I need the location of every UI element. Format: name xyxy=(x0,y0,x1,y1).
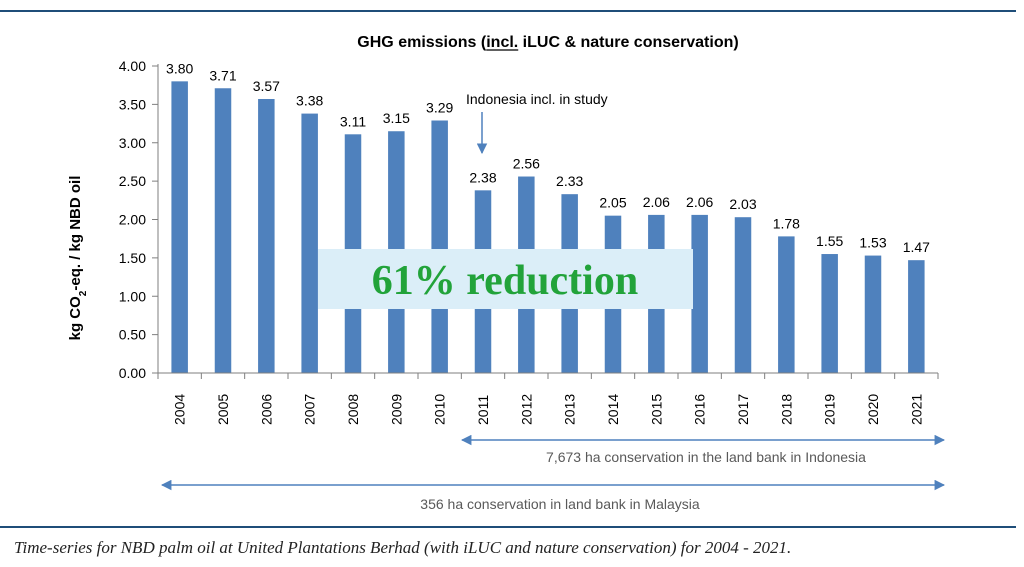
x-tick-label: 2006 xyxy=(258,394,274,425)
x-tick-label: 2007 xyxy=(302,394,318,425)
value-label: 3.80 xyxy=(166,60,193,76)
malaysia-range-label: 356 ha conservation in land bank in Mala… xyxy=(420,496,700,512)
y-tick-label: 2.50 xyxy=(119,173,146,189)
x-tick-label: 2013 xyxy=(562,394,578,425)
value-label: 2.33 xyxy=(556,173,583,189)
y-tick-label: 1.50 xyxy=(119,250,146,266)
value-label: 2.06 xyxy=(643,194,670,210)
y-tick-label: 1.00 xyxy=(119,288,146,304)
x-tick-label: 2021 xyxy=(908,394,924,425)
y-tick-labels: 0.00 0.50 1.00 1.50 2.00 2.50 3.00 3.50 4.00 xyxy=(119,58,158,381)
bar xyxy=(821,254,838,373)
y-tick-label: 0.00 xyxy=(119,365,146,381)
value-label: 3.71 xyxy=(209,67,236,83)
x-tick-label: 2016 xyxy=(692,394,708,425)
x-tick-label: 2012 xyxy=(518,394,534,425)
value-label: 3.38 xyxy=(296,93,323,109)
y-tick-label: 3.50 xyxy=(119,96,146,112)
bottom-rule xyxy=(0,526,1016,528)
bar xyxy=(431,120,448,374)
x-tick-label: 2008 xyxy=(345,394,361,425)
value-label: 2.05 xyxy=(599,195,626,211)
x-tick-label: 2015 xyxy=(648,394,664,425)
bar xyxy=(691,214,708,373)
value-label: 1.55 xyxy=(816,233,843,249)
bar xyxy=(258,99,275,373)
value-label: 3.57 xyxy=(253,78,280,94)
bar xyxy=(301,113,318,374)
value-label: 3.29 xyxy=(426,99,453,115)
x-tick-label: 2010 xyxy=(432,394,448,425)
bar xyxy=(214,88,232,373)
x-tick-label: 2014 xyxy=(605,394,621,425)
x-tick-label: 2020 xyxy=(865,394,881,425)
value-label: 2.03 xyxy=(729,196,756,212)
y-tick-label: 4.00 xyxy=(119,58,146,74)
x-tick-label: 2019 xyxy=(822,394,838,425)
value-label: 1.47 xyxy=(903,239,930,255)
bar xyxy=(908,260,925,373)
reduction-label: 61% reduction xyxy=(372,258,638,304)
indonesia-note: Indonesia incl. in study xyxy=(466,91,608,107)
x-tick-label: 2017 xyxy=(735,394,751,425)
value-labels: 3.80 3.71 3.57 3.38 3.11 3.15 3.29 2.38 2.56 2.33… xyxy=(166,60,930,255)
x-tick-label: 2018 xyxy=(778,394,794,425)
value-label: 2.38 xyxy=(469,169,496,185)
y-tick-label: 3.00 xyxy=(119,135,146,151)
value-label: 2.56 xyxy=(513,156,540,172)
reduction-box xyxy=(318,249,693,309)
x-tick-label: 2009 xyxy=(388,394,404,425)
x-tick-labels: 2004 2005 2006 2007 2008 2009 2010 2011 2012 2013… xyxy=(157,373,939,425)
bar xyxy=(734,217,752,373)
indonesia-range-label: 7,673 ha conservation in the land bank i… xyxy=(546,449,866,465)
value-label: 1.53 xyxy=(859,235,886,251)
value-label: 1.78 xyxy=(773,215,800,231)
y-tick-label: 2.00 xyxy=(119,212,146,228)
bar xyxy=(864,255,882,373)
value-label: 3.15 xyxy=(383,110,410,126)
top-rule xyxy=(0,10,1016,12)
x-tick-label: 2004 xyxy=(172,394,188,425)
x-tick-label: 2011 xyxy=(475,395,491,425)
value-label: 3.11 xyxy=(340,113,366,129)
value-label: 2.06 xyxy=(686,194,713,210)
chart: GHG emissions (incl. iLUC & nature conse… xyxy=(67,34,946,512)
bar xyxy=(171,81,188,373)
y-axis-label: kg CO2-eq. / kg NBD oil xyxy=(67,176,89,341)
figure-caption: Time-series for NBD palm oil at United P… xyxy=(14,538,792,557)
x-tick-label: 2005 xyxy=(215,394,231,425)
chart-title: GHG emissions (incl. iLUC & nature conse… xyxy=(357,34,738,51)
bars xyxy=(171,81,925,374)
y-tick-label: 0.50 xyxy=(119,327,146,343)
bar xyxy=(778,236,795,373)
